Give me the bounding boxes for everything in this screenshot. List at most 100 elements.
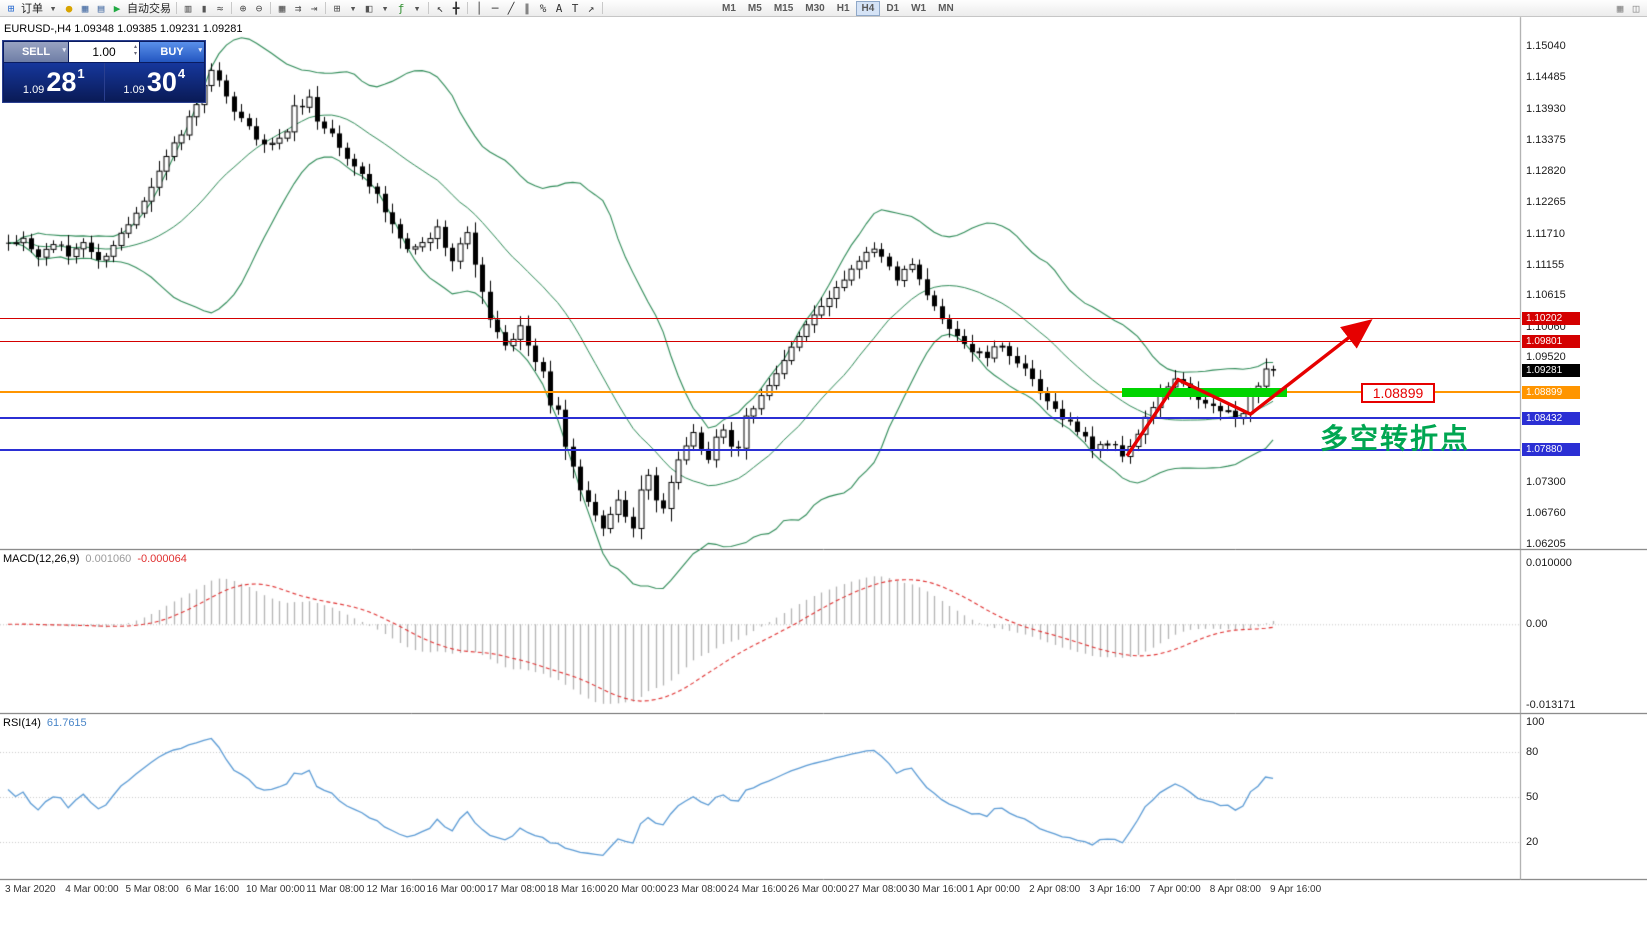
indicators-dropdown-icon[interactable]: ▾ (413, 1, 421, 15)
horizontal-line-icon[interactable]: ─ (491, 1, 499, 15)
toolbar-separator (602, 2, 603, 14)
turning-point-label[interactable]: 多空转折点 (1320, 422, 1471, 455)
toolbar-separator (231, 2, 232, 14)
new-order-label[interactable]: 订单 (21, 2, 43, 15)
toolbar-separator (467, 2, 468, 14)
rsi-scale-label: 50 (1526, 791, 1539, 803)
time-axis-label: 6 Mar 16:00 (185, 884, 240, 895)
rsi-scale-label: 20 (1526, 836, 1539, 848)
volume-input[interactable]: 1.00 ▴ ▾ (69, 42, 139, 62)
data-window-icon[interactable]: ▤ (97, 1, 105, 15)
new-order-icon[interactable]: ⊞ (7, 1, 15, 15)
expand-icon[interactable]: ◫ (1632, 1, 1640, 15)
time-axis-label: 5 Mar 08:00 (125, 884, 179, 895)
profiles-icon[interactable]: ◧ (365, 1, 373, 15)
macd-indicator-label: MACD(12,26,9) 0.001060 -0.000064 (3, 553, 193, 565)
time-axis-label: 26 Mar 00:00 (788, 884, 848, 895)
price-scale-label: 1.11710 (1526, 227, 1565, 240)
time-axis-label: 16 Mar 00:00 (426, 884, 486, 895)
time-axis-label: 18 Mar 16:00 (547, 884, 607, 895)
time-axis-label: 8 Apr 08:00 (1209, 884, 1261, 895)
time-axis-label: 30 Mar 16:00 (908, 884, 968, 895)
timeframe-h4[interactable]: H4 (855, 0, 881, 16)
price-scale[interactable]: 1.15040 1.14485 1.13930 1.13375 1.12820 1.122… (1522, 0, 1647, 941)
timeframe-h1[interactable]: H1 (836, 2, 850, 14)
toolbar-separator (428, 2, 429, 14)
new-order-dropdown-icon[interactable]: ▾ (49, 1, 57, 15)
sell-button[interactable]: SELL ▾ (4, 42, 68, 62)
buy-price-display: 1.09 30 4 (104, 63, 204, 101)
candlestick-chart-icon[interactable]: ▮ (200, 1, 208, 15)
level-price-badge: 1.08899 (1522, 385, 1580, 399)
timeframe-m15[interactable]: M15 (773, 2, 794, 14)
rsi-value: 61.7615 (46, 717, 87, 729)
trendline-icon[interactable]: ╱ (507, 1, 515, 15)
level-price-badge: 1.07880 (1522, 443, 1580, 457)
trade-prices-row: 1.09 28 1 1.09 30 4 (4, 63, 204, 101)
text-icon[interactable]: A (555, 1, 563, 15)
rsi-scale-label: 80 (1526, 746, 1539, 758)
spinner-up-icon[interactable]: ▴ (133, 44, 137, 50)
price-callout-box[interactable]: 1.08899 (1361, 383, 1435, 403)
bar-chart-icon[interactable]: ▥ (184, 1, 192, 15)
timeframe-m5[interactable]: M5 (747, 2, 762, 14)
chart-shift-icon[interactable]: ⇥ (310, 1, 318, 15)
time-axis[interactable]: 3 Mar 2020 4 Mar 00:00 5 Mar 08:00 6 Mar 16… (0, 881, 1647, 899)
label-icon[interactable]: T (571, 1, 579, 15)
toolbar-separator (325, 2, 326, 14)
buy-price-big: 30 (146, 67, 177, 97)
timeframe-d1[interactable]: D1 (886, 2, 900, 14)
deposit-icon[interactable]: ● (65, 1, 73, 15)
macd-value: 0.001060 (85, 553, 132, 565)
macd-scale-label: 0.00 (1526, 618, 1548, 631)
autotrade-play-icon[interactable]: ▶ (113, 1, 121, 15)
sell-price-sup: 1 (77, 66, 85, 81)
macd-scale-label: -0.013171 (1526, 699, 1576, 711)
line-chart-icon[interactable]: ≈ (216, 1, 224, 15)
macd-name: MACD(12,26,9) (3, 553, 80, 565)
chart-window-icon[interactable]: ▦ (1616, 1, 1624, 15)
buy-dropdown-icon[interactable]: ▾ (198, 47, 202, 54)
buy-button[interactable]: BUY ▾ (140, 42, 204, 62)
indicators-icon[interactable]: ƒ (397, 1, 405, 15)
one-click-trading-panel: SELL ▾ 1.00 ▴ ▾ BUY ▾ 1.09 28 1 1.09 30 … (2, 40, 206, 103)
new-chart-icon[interactable]: ⊞ (333, 1, 341, 15)
rsi-scale-label: 100 (1526, 716, 1545, 728)
channel-icon[interactable]: ∥ (524, 1, 530, 15)
price-scale-label: 1.12265 (1526, 196, 1566, 209)
arrows-icon[interactable]: ↗ (587, 1, 595, 15)
timeframe-buttons: M1 M5 M15 M30 H1 H4 D1 W1 MN (716, 0, 960, 16)
fibonacci-icon[interactable]: % (539, 1, 547, 15)
timeframe-w1[interactable]: W1 (911, 2, 927, 14)
market-watch-icon[interactable]: ▦ (81, 1, 89, 15)
profiles-dropdown-icon[interactable]: ▾ (381, 1, 389, 15)
time-axis-label: 1 Apr 00:00 (968, 884, 1020, 895)
sell-dropdown-icon[interactable]: ▾ (62, 47, 66, 54)
new-chart-dropdown-icon[interactable]: ▾ (349, 1, 357, 15)
sell-price-display: 1.09 28 1 (4, 63, 105, 101)
green-zone-line[interactable] (1122, 387, 1287, 397)
toolbar-right-icons: ▦ ◫ (1612, 1, 1644, 16)
timeframe-m1[interactable]: M1 (722, 2, 736, 14)
price-scale-label: 1.07300 (1526, 476, 1566, 489)
zoom-out-icon[interactable]: ⊖ (255, 1, 263, 15)
autotrade-label[interactable]: 自动交易 (127, 2, 171, 15)
time-axis-label: 4 Mar 00:00 (65, 884, 119, 895)
cursor-icon[interactable]: ↖ (436, 1, 444, 15)
time-axis-label: 23 Mar 08:00 (667, 884, 727, 895)
crosshair-icon[interactable]: ╋ (452, 1, 460, 15)
timeframe-mn[interactable]: MN (938, 2, 954, 14)
zoom-in-icon[interactable]: ⊕ (239, 1, 247, 15)
timeframe-m30[interactable]: M30 (805, 2, 825, 14)
macd-scale-label: 0.010000 (1526, 557, 1572, 569)
buy-price-small: 1.09 (123, 84, 145, 96)
buy-button-label: BUY (160, 46, 184, 58)
auto-scroll-icon[interactable]: ⇉ (294, 1, 302, 15)
macd-signal-value: -0.000064 (137, 553, 187, 565)
tile-windows-icon[interactable]: ▦ (278, 1, 286, 15)
spinner-down-icon[interactable]: ▾ (133, 51, 137, 57)
rsi-name: RSI(14) (3, 717, 41, 729)
volume-spinner[interactable]: ▴ ▾ (134, 44, 137, 58)
vertical-line-icon[interactable]: │ (475, 1, 483, 15)
